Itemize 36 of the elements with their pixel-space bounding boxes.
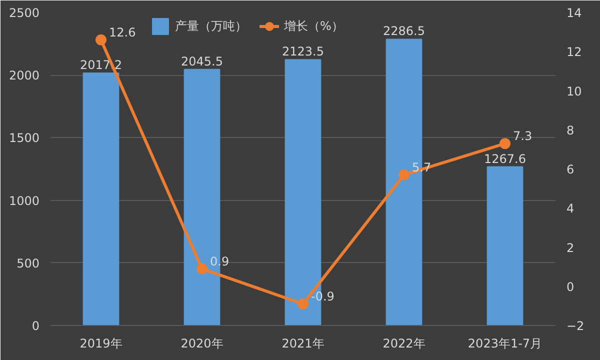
data-label: 2286.5 [383,24,426,38]
x-tick-label: 2019年 [80,336,122,350]
y2-tick-label: 8 [566,123,574,138]
y2-tick-label: 12 [566,45,582,60]
data-label: 2045.5 [181,54,224,68]
bar [486,166,524,326]
point [398,169,410,180]
y-tick-label: 500 [16,256,40,270]
y-tick-label: 0 [32,319,40,333]
point [500,138,510,150]
legend-label: 增长（%） [284,18,344,34]
x-tick-label: 2023年1-7月 [468,336,542,350]
y2-tick-label: 0 [566,280,574,294]
y2-tick-label: 6 [566,162,574,176]
legend-label: 产量（万吨） [175,18,247,34]
y-tick-label: 1000 [8,194,40,208]
x-tick-label: 2020年 [180,336,224,350]
data-label: 5.7 [412,160,432,174]
x-tick-label: 2022年 [382,336,426,350]
point [298,298,308,310]
y-tick-label: 1500 [8,131,40,146]
x-tick-label: 2021年 [282,336,324,350]
data-label: 2123.5 [282,44,324,59]
data-label: 12.6 [109,25,136,40]
point [96,34,106,46]
point [196,263,208,274]
y2-tick-label: 4 [566,202,574,216]
data-label: 1267.6 [484,152,526,166]
y2-tick-label: 14 [566,6,582,20]
bar [82,72,120,326]
y-tick-label: 2500 [8,6,40,20]
y2-tick-label: 10 [566,84,582,98]
y2-tick-label: 2 [566,240,574,255]
y2-tick-label: −2 [566,319,584,333]
data-label: 7.3 [513,129,532,144]
y-tick-label: 2000 [8,68,40,83]
